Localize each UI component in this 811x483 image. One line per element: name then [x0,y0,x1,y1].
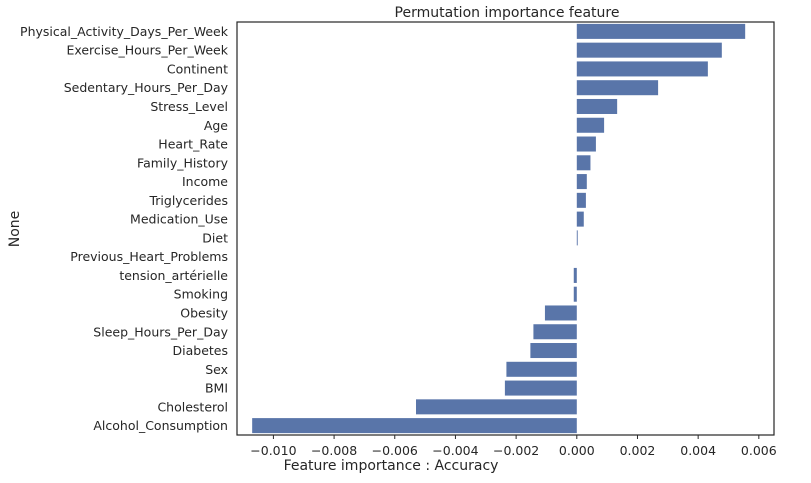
bar-3 [576,80,659,96]
category-label-21: Alcohol_Consumption [93,418,228,433]
bar-1 [576,42,722,58]
category-label-6: Heart_Rate [158,137,228,152]
bar-18 [506,361,577,377]
x-tick-label-3: −0.004 [432,443,478,458]
category-label-16: Sleep_Hours_Per_Day [93,324,228,339]
x-tick-label-2: −0.006 [372,443,418,458]
category-label-18: Sex [205,362,228,377]
category-label-15: Obesity [180,305,228,320]
x-tick-label-6: 0.002 [620,443,656,458]
x-tick-label-1: −0.008 [311,443,357,458]
bar-19 [504,380,577,396]
bar-13 [573,267,577,283]
bar-6 [576,136,596,152]
category-label-14: Smoking [174,287,228,302]
category-label-10: Medication_Use [130,212,228,227]
bar-0 [576,23,746,39]
bar-16 [533,324,577,340]
bar-15 [544,305,577,321]
x-tick-label-5: 0.000 [559,443,595,458]
category-label-0: Physical_Activity_Days_Per_Week [20,24,229,39]
category-label-5: Age [204,118,228,133]
category-label-2: Continent [167,61,228,76]
category-label-17: Diabetes [173,343,229,358]
x-ticks-group: −0.010 −0.008 −0.006 −0.004 −0.002 0.000 0.002… [250,435,777,458]
chart-title: Permutation importance feature [395,5,620,21]
bar-10 [576,211,584,227]
x-axis-title: Feature importance : Accuracy [284,458,499,474]
category-label-11: Diet [202,230,228,245]
category-label-20: Cholesterol [157,399,228,414]
x-tick-label-4: −0.002 [493,443,539,458]
bars-group [252,23,746,434]
category-label-8: Income [182,174,228,189]
bar-21 [252,418,577,434]
category-labels-group: Physical_Activity_Days_Per_Week Exercise_… [20,24,229,433]
bar-8 [576,174,587,190]
bar-5 [576,117,605,133]
category-label-9: Triglycerides [148,193,228,208]
x-tick-label-0: −0.010 [250,443,296,458]
bar-20 [416,399,577,415]
category-label-19: BMI [205,381,228,396]
x-tick-label-7: 0.004 [680,443,716,458]
category-label-12: Previous_Heart_Problems [70,249,228,264]
bar-14 [573,286,577,302]
bar-11 [576,230,578,246]
x-tick-label-8: 0.006 [741,443,777,458]
bar-4 [576,98,618,114]
bar-17 [530,343,577,359]
category-label-7: Family_History [137,155,229,170]
category-label-3: Sedentary_Hours_Per_Day [64,80,229,95]
bar-2 [576,61,708,77]
category-label-1: Exercise_Hours_Per_Week [66,43,228,58]
bar-9 [576,192,586,208]
category-label-13: tension_artérielle [119,268,228,283]
plot-area-frame [236,21,775,436]
bar-7 [576,155,591,171]
category-label-4: Stress_Level [150,99,228,114]
y-axis-title: None [7,211,23,248]
